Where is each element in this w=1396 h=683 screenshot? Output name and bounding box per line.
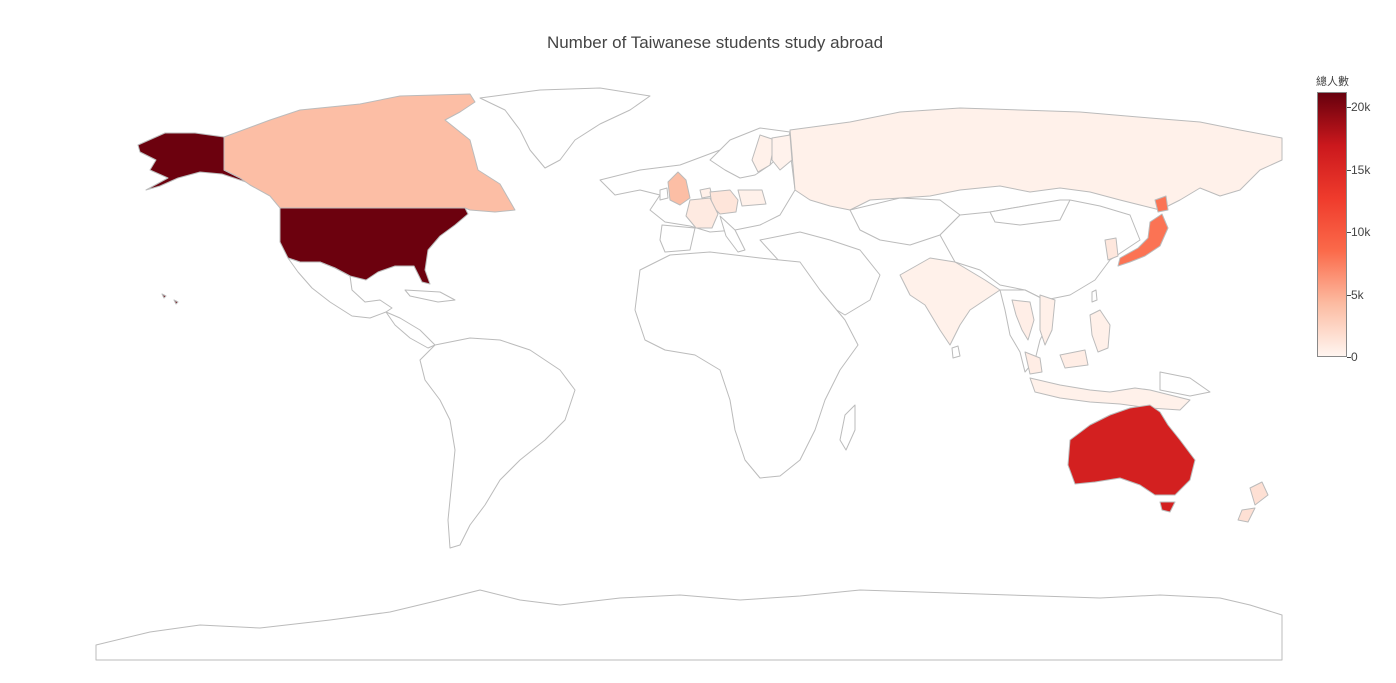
country-united-kingdom[interactable] [667,171,691,206]
country-russia[interactable] [789,107,1283,211]
colorbar-title: 總人數 [1316,75,1349,88]
colorbar-tick-label: 20k [1351,100,1371,114]
country-japan[interactable] [1117,213,1169,267]
country-france[interactable] [685,197,719,229]
country-finland[interactable] [771,134,793,171]
country-south-korea[interactable] [1104,237,1119,261]
country-south-america[interactable] [419,337,576,549]
country-ireland[interactable] [659,187,669,201]
country-philippines[interactable] [1089,309,1111,353]
country-tasmania[interactable] [1159,501,1176,513]
country-alaska[interactable] [137,132,261,191]
colorbar-tick-label: 0 [1351,350,1358,364]
colorbar-tick-mark [1347,169,1351,171]
country-new-zealand[interactable] [1237,481,1269,523]
country-thailand[interactable] [1011,299,1035,341]
country-antarctica[interactable] [95,589,1283,661]
country-australia[interactable] [1067,404,1196,496]
country-indonesia[interactable] [1029,377,1191,411]
colorbar-tick-mark [1347,357,1351,358]
colorbar-tick-mark [1347,232,1351,233]
country-malaysia[interactable] [1024,349,1089,375]
country-canada[interactable] [223,93,516,213]
country-madagascar[interactable] [839,404,856,451]
country-hokkaido[interactable] [1154,195,1169,213]
country-greenland[interactable] [479,87,651,169]
colorbar-tick-label: 15k [1351,162,1371,177]
country-central-america[interactable] [385,311,436,349]
colorbar-gradient [1317,92,1347,357]
country-papua-new-guinea[interactable] [1159,371,1211,397]
colorbar-tick-mark [1347,294,1351,296]
country-italy[interactable] [719,215,746,253]
country-caribbean[interactable] [404,289,456,303]
chart-title: Number of Taiwanese students study abroa… [546,33,884,52]
country-sri-lanka[interactable] [951,345,961,359]
country-taiwan[interactable] [1091,289,1098,303]
country-mexico[interactable] [287,257,393,319]
country-iberia[interactable] [659,224,696,253]
country-africa[interactable] [634,251,859,479]
colorbar-tick-label: 10k [1351,225,1371,239]
country-hawaii[interactable] [161,293,179,305]
colorbar-tick-mark [1347,107,1351,108]
colorbar-tick-label: 5k [1351,287,1364,302]
country-poland[interactable] [737,189,767,207]
country-vietnam[interactable] [1039,294,1056,346]
country-mongolia[interactable] [989,199,1071,226]
